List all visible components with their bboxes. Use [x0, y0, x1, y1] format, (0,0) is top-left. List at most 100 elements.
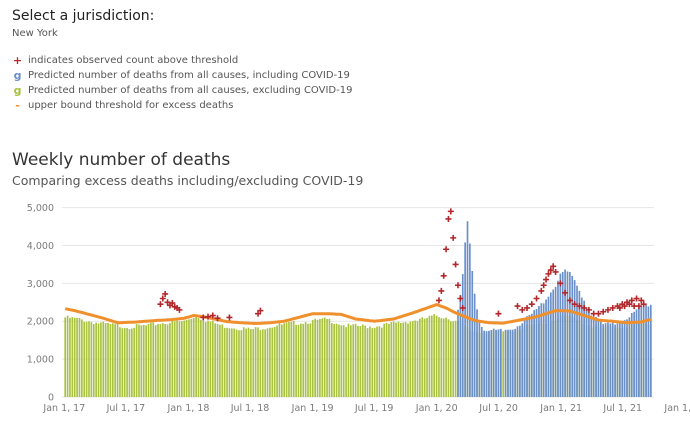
bar-excl-covid: [192, 318, 195, 397]
jurisdiction-filter[interactable]: Select a jurisdiction: New York: [12, 8, 154, 39]
bar-excl-covid: [364, 325, 366, 397]
bar-excl-covid: [121, 328, 124, 397]
observed-marker: [640, 301, 647, 308]
bar-excl-covid: [178, 321, 181, 397]
observed-markers: [157, 208, 647, 322]
bar-incl-covid: [576, 285, 578, 397]
bar-incl-covid: [545, 299, 547, 397]
bar-incl-covid: [585, 307, 588, 397]
bar-incl-covid: [485, 331, 488, 397]
bar-incl-covid: [628, 317, 631, 397]
bar-excl-covid: [419, 318, 421, 397]
observed-marker: [628, 297, 635, 304]
observed-marker: [609, 304, 616, 311]
bar-excl-covid: [123, 328, 126, 397]
bar-excl-covid: [278, 323, 281, 397]
observed-marker: [585, 306, 592, 313]
bar-excl-covid: [66, 315, 69, 397]
bar-incl-covid: [552, 289, 555, 397]
bar-excl-covid: [430, 315, 433, 397]
bar-excl-covid: [397, 321, 400, 397]
bar-excl-covid: [254, 327, 257, 397]
bar-incl-covid: [569, 272, 571, 397]
y-tick-label: 2,000: [27, 317, 54, 328]
bar-excl-covid: [280, 324, 283, 397]
observed-marker: [435, 297, 442, 304]
bar-incl-covid: [497, 329, 500, 397]
bar-incl-covid: [528, 314, 531, 397]
bar-excl-covid: [202, 320, 205, 397]
bar-incl-covid: [559, 273, 562, 397]
legend-item-excl-covid: g Predicted number of deaths from all ca…: [12, 83, 353, 98]
bar-excl-covid: [326, 318, 328, 397]
bar-excl-covid: [361, 324, 364, 397]
bar-excl-covid: [200, 319, 202, 397]
jurisdiction-value[interactable]: New York: [12, 28, 58, 39]
observed-marker: [447, 208, 454, 215]
x-tick-label: Jul 1, 21: [602, 403, 642, 414]
bar-excl-covid: [395, 322, 397, 397]
legend-label: Predicted number of deaths from all caus…: [28, 70, 350, 81]
bar-excl-covid: [264, 329, 266, 397]
bar-excl-covid: [440, 318, 443, 397]
bar-incl-covid: [535, 309, 538, 397]
bar-excl-covid: [88, 321, 90, 397]
bar-incl-covid: [521, 323, 524, 397]
bar-excl-covid: [438, 317, 440, 397]
bar-incl-covid: [621, 322, 624, 397]
bar-incl-covid: [500, 328, 502, 397]
bar-incl-covid: [471, 271, 474, 397]
bar-excl-covid: [407, 323, 409, 397]
observed-marker: [257, 307, 264, 314]
bar-excl-covid: [388, 323, 390, 397]
observed-marker: [621, 303, 628, 310]
bar-incl-covid: [457, 309, 459, 397]
bar-incl-covid: [511, 329, 514, 397]
bar-excl-covid: [92, 324, 95, 397]
observed-marker: [157, 301, 164, 308]
bar-incl-covid: [609, 323, 612, 397]
bar-excl-covid: [404, 322, 407, 397]
bar-excl-covid: [271, 327, 274, 397]
bar-excl-covid: [152, 322, 155, 397]
bar-excl-covid: [452, 321, 455, 397]
bar-incl-covid: [466, 221, 469, 397]
bar-incl-covid: [509, 329, 512, 397]
bar-excl-covid: [421, 317, 424, 397]
bar-excl-covid: [78, 317, 81, 397]
observed-marker: [581, 304, 588, 311]
bar-excl-covid: [300, 323, 302, 397]
bar-excl-covid: [214, 323, 216, 397]
observed-marker: [450, 234, 457, 241]
bar-incl-covid: [533, 310, 535, 397]
bar-incl-covid: [590, 315, 593, 397]
observed-marker: [566, 297, 573, 304]
bar-incl-covid: [566, 271, 569, 397]
observed-marker: [524, 304, 531, 311]
bar-excl-covid: [185, 319, 188, 397]
bar-excl-covid: [71, 317, 74, 397]
bar-incl-covid: [530, 313, 533, 397]
observed-marker: [159, 295, 166, 302]
bar-excl-covid: [314, 318, 316, 397]
observed-marker: [595, 310, 602, 317]
observed-marker: [538, 287, 545, 294]
observed-marker: [443, 246, 450, 253]
bar-incl-covid: [540, 303, 543, 397]
bar-excl-covid: [338, 324, 340, 397]
bar-excl-covid: [230, 328, 233, 397]
bar-excl-covid: [109, 323, 112, 397]
bar-excl-covid: [454, 320, 457, 397]
bar-excl-covid: [147, 324, 150, 397]
observed-marker: [600, 308, 607, 315]
bar-incl-covid: [614, 324, 616, 397]
bar-incl-covid: [490, 329, 493, 397]
bar-excl-covid: [176, 320, 178, 397]
x-tick-label: Jan 1, 21: [539, 403, 582, 414]
bar-excl-covid: [357, 325, 359, 397]
observed-marker: [557, 280, 564, 287]
observed-marker: [445, 215, 452, 222]
bar-incl-covid: [623, 320, 626, 397]
observed-marker: [540, 282, 547, 289]
chart-header: Weekly number of deaths Comparing excess…: [12, 150, 363, 188]
